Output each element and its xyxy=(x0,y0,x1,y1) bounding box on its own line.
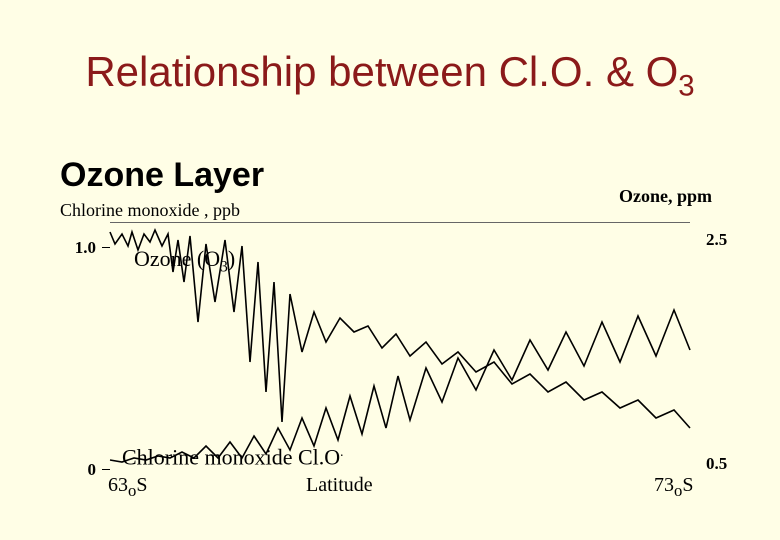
x-right-label: 73oS xyxy=(654,474,693,501)
ytick-left-1: 1.0 xyxy=(56,238,96,258)
ytick-right-0: 0.5 xyxy=(706,454,727,474)
chart-svg xyxy=(110,222,690,470)
left-y-axis-label: Chlorine monoxide , ppb xyxy=(60,200,240,221)
subtitle: Ozone Layer xyxy=(60,156,264,195)
x-left-label: 63oS xyxy=(108,474,147,501)
ozone-line xyxy=(110,230,690,428)
ytick-right-1: 2.5 xyxy=(706,230,727,250)
ytick-left-mark xyxy=(102,247,110,248)
ytick-left-0: 0 xyxy=(56,460,96,480)
x-axis-title: Latitude xyxy=(306,474,373,497)
ytick-left-mark xyxy=(102,469,110,470)
clo-line xyxy=(110,310,690,462)
chart-area: 1.0 0 2.5 0.5 Ozone (O3) Chlorine monoxi… xyxy=(110,222,690,470)
page-title: Relationship between Cl.O. & O3 xyxy=(0,48,780,103)
slide: Relationship between Cl.O. & O3 Ozone La… xyxy=(0,0,780,540)
right-y-axis-label: Ozone, ppm xyxy=(619,186,712,207)
